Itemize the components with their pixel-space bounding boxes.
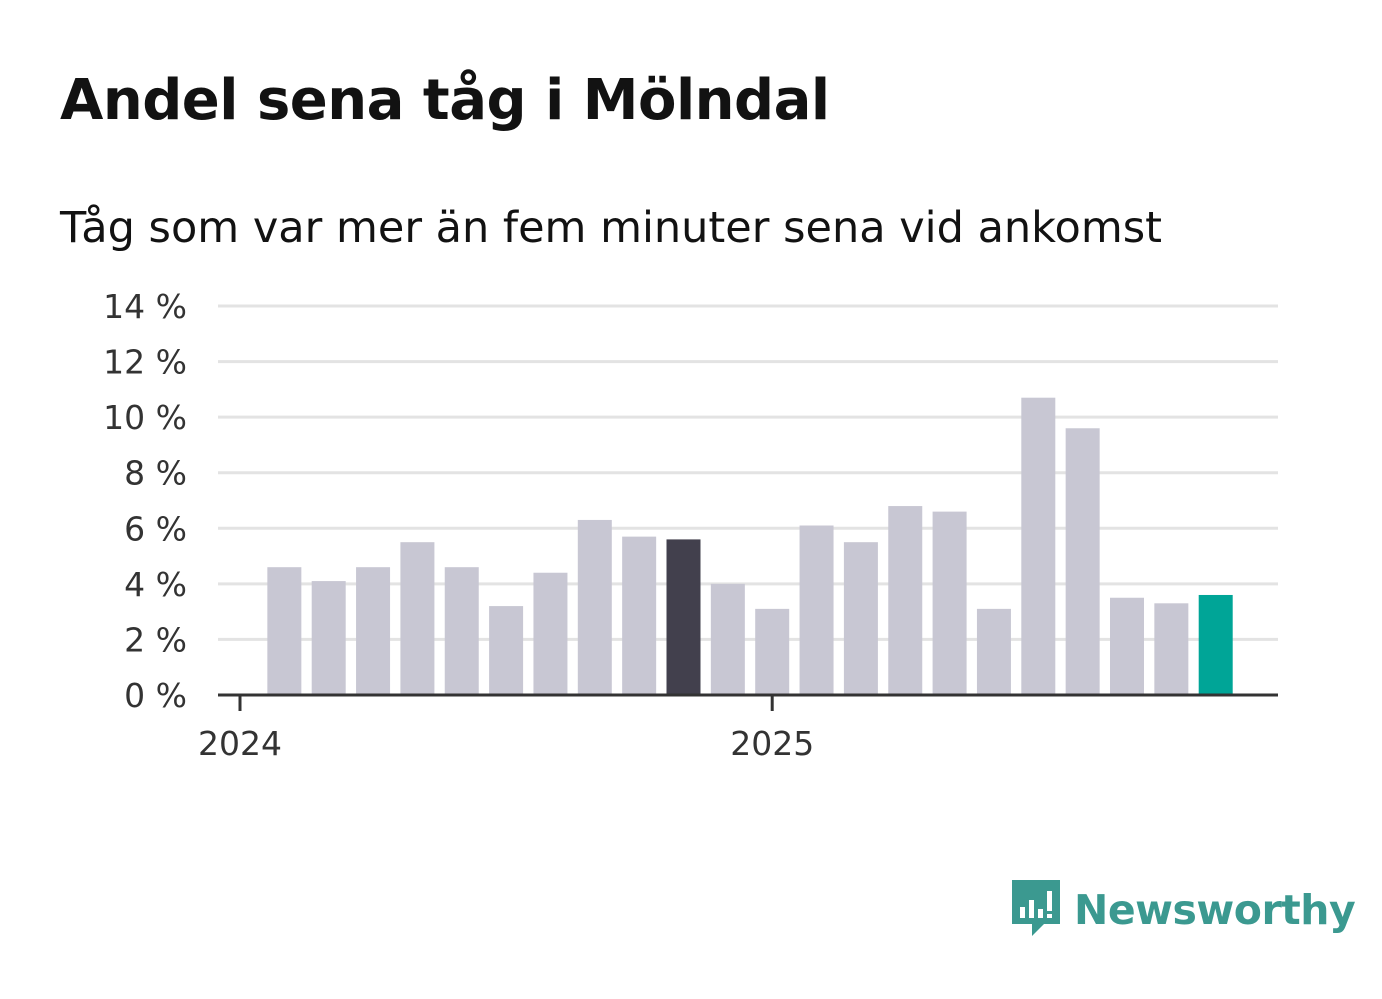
bar-2025-08: [1065, 428, 1100, 695]
x-axis: 2024 2025: [198, 693, 1278, 763]
y-tick-label: 0 %: [124, 676, 187, 715]
bar-2025-10: [1154, 603, 1189, 695]
bar-2025-06: [976, 608, 1011, 695]
bar-2024-06: [444, 567, 479, 695]
bar-2024-10: [622, 536, 657, 695]
bar-2025-03: [843, 542, 878, 695]
bar-2024-11: [666, 539, 701, 695]
chart-subtitle: Tåg som var mer än fem minuter sena vid …: [60, 203, 1163, 253]
bar-2025-04: [888, 506, 923, 695]
bar-2025-01: [755, 608, 790, 695]
bars: [267, 397, 1233, 695]
bar-2025-02: [799, 525, 834, 695]
chart-title: Andel sena tåg i Mölndal: [60, 68, 830, 133]
bar-2024-07: [489, 606, 524, 695]
brand-name: Newsworthy: [1074, 886, 1356, 934]
bar-2024-05: [400, 542, 435, 695]
bar-2025-07: [1021, 397, 1056, 695]
y-tick-label: 10 %: [103, 398, 187, 437]
y-tick-label: 12 %: [103, 343, 187, 382]
bar-2025-11: [1198, 594, 1233, 695]
x-tick-label: 2024: [198, 724, 282, 763]
x-tick-label: 2025: [730, 724, 814, 763]
bar-2025-09: [1110, 597, 1144, 695]
newsworthy-logo-icon: [1010, 878, 1062, 942]
bar-2024-03: [311, 581, 346, 695]
y-tick-label: 6 %: [124, 509, 187, 548]
bar-chart: 0 % 2 % 4 % 6 % 8 % 10 % 12 % 14 % 2024 2025: [103, 287, 1278, 763]
brand-logo: Newsworthy: [1010, 878, 1356, 942]
bar-2025-05: [932, 511, 967, 695]
gridlines: [218, 304, 1278, 641]
bar-2024-09: [577, 519, 612, 695]
y-axis: 0 % 2 % 4 % 6 % 8 % 10 % 12 % 14 %: [103, 287, 187, 715]
bar-2024-08: [533, 572, 568, 695]
bar-2024-04: [356, 567, 391, 695]
bar-2024-02: [267, 567, 302, 695]
y-tick-label: 8 %: [124, 454, 187, 493]
y-tick-label: 14 %: [103, 287, 187, 326]
bar-2024-12: [710, 583, 745, 695]
y-tick-label: 2 %: [124, 620, 187, 659]
y-tick-label: 4 %: [124, 565, 187, 604]
